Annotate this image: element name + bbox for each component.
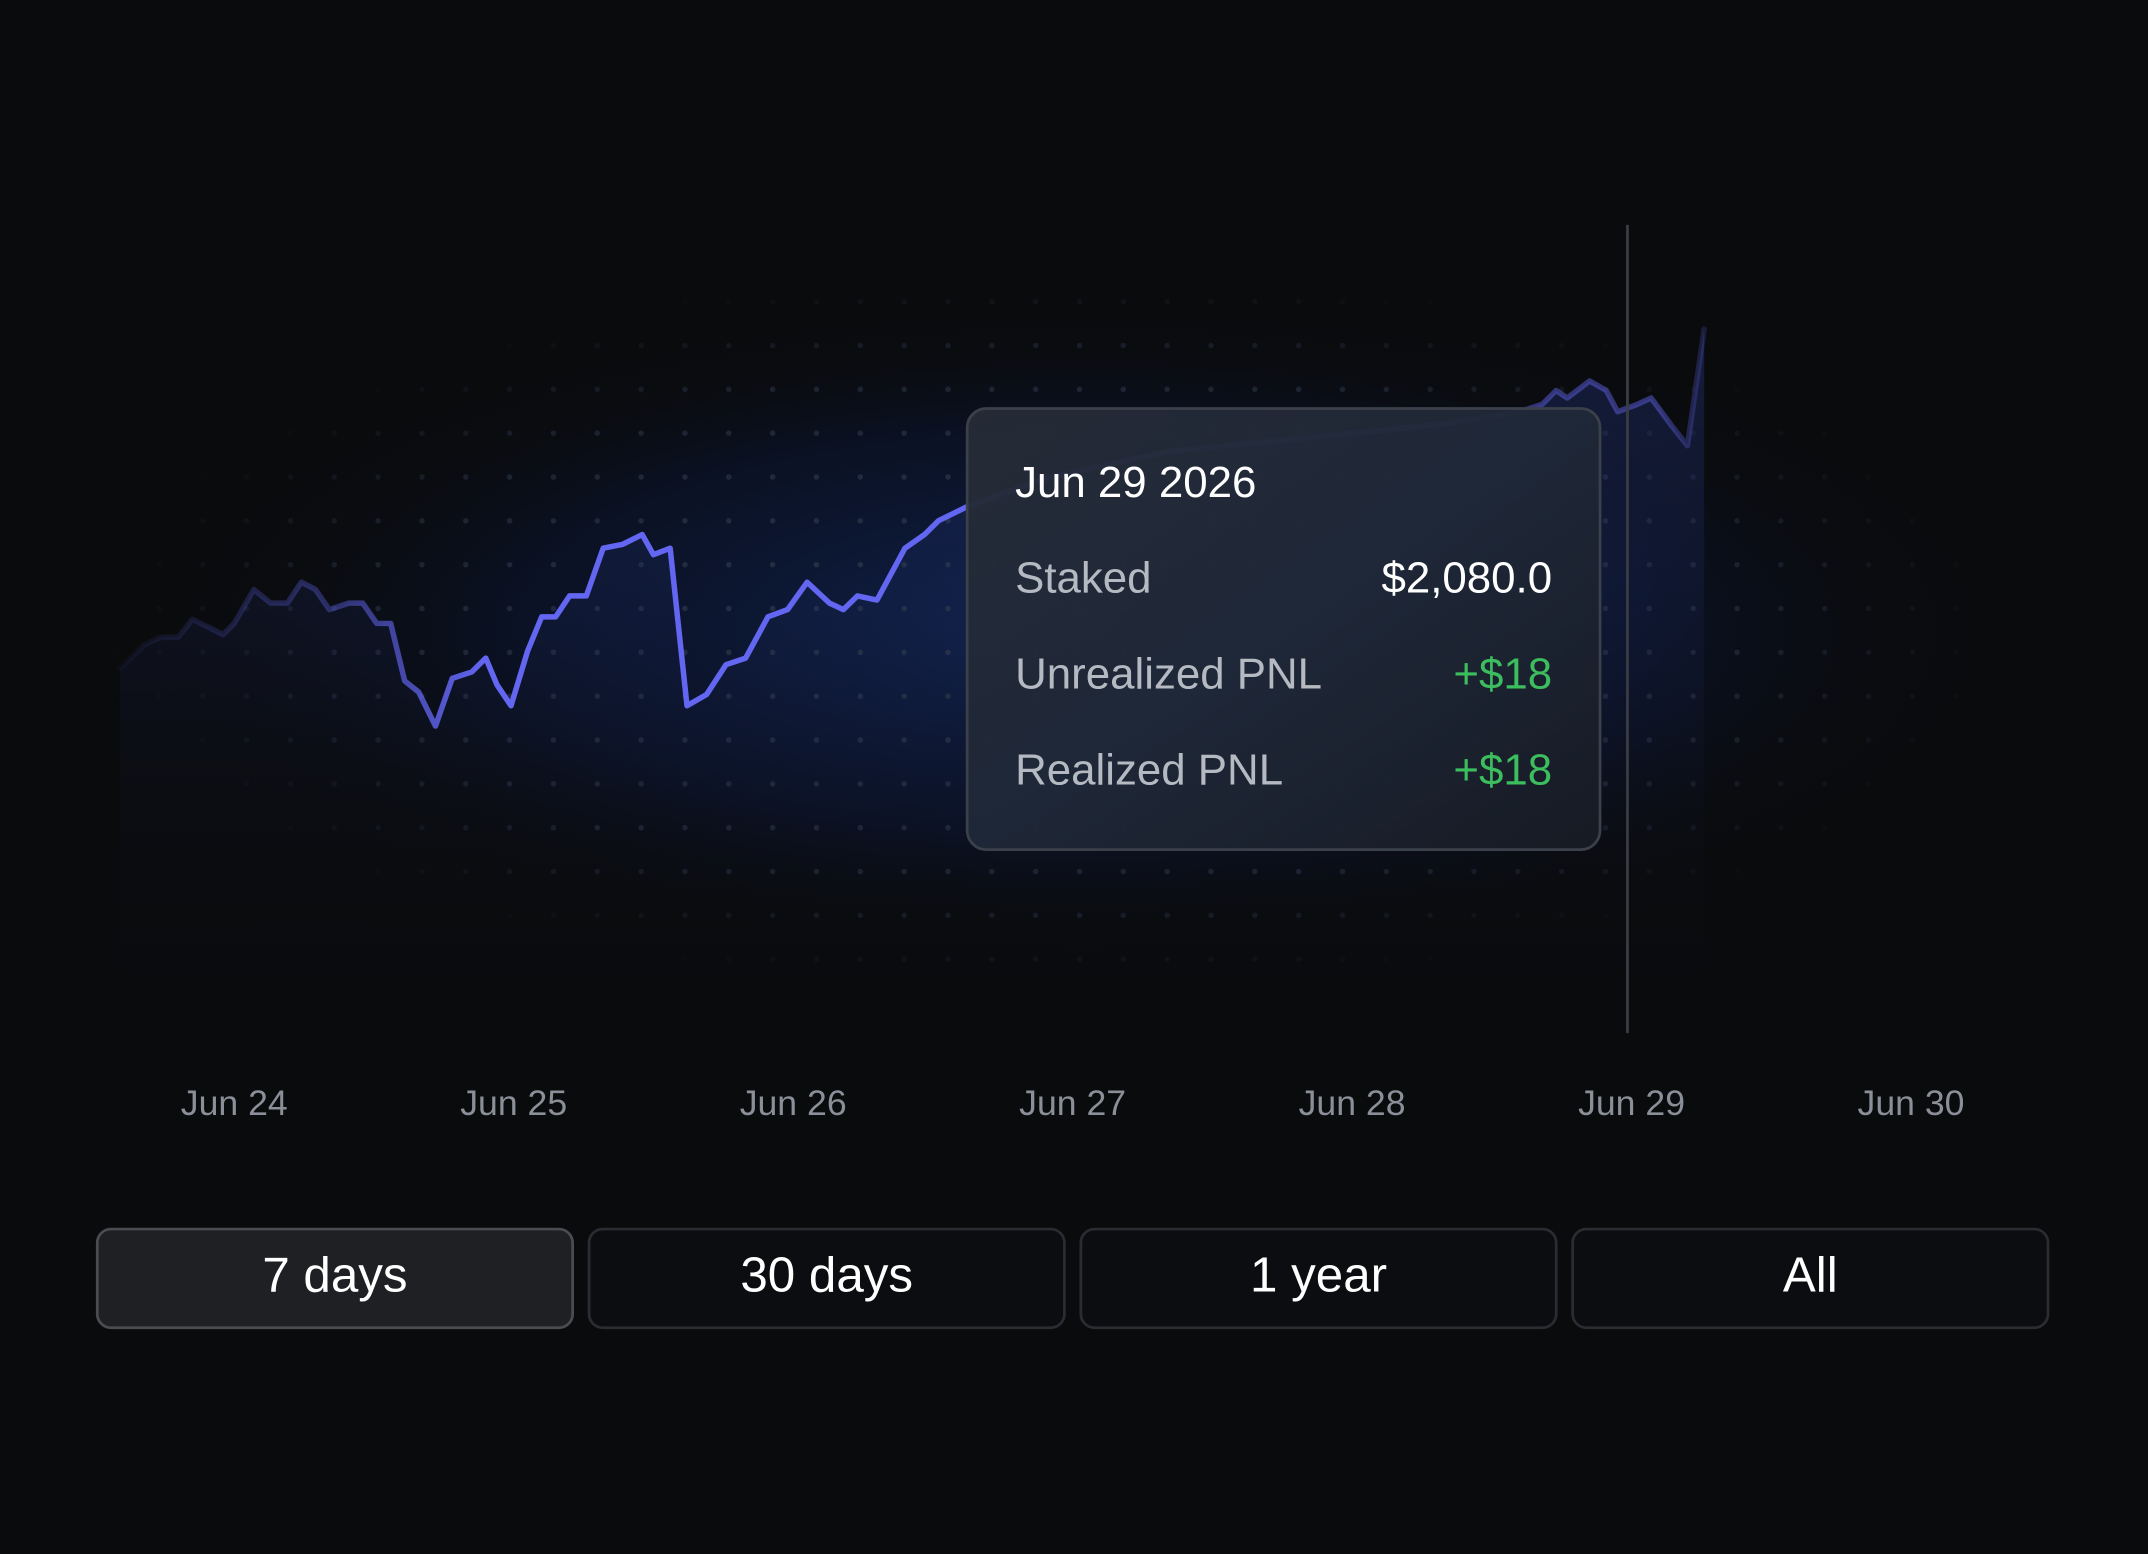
x-tick-label: Jun 28 <box>1299 1083 1406 1123</box>
button-label[interactable]: All <box>1783 1247 1838 1302</box>
button-bg[interactable] <box>1079 1227 1558 1330</box>
x-tick-label: Jun 25 <box>460 1083 567 1123</box>
x-tick-label: Jun 26 <box>740 1083 847 1123</box>
button-bg[interactable] <box>95 1227 574 1330</box>
button-bg[interactable] <box>587 1227 1066 1330</box>
button-label[interactable]: 1 year <box>1250 1247 1387 1302</box>
tooltip-label: Staked <box>1015 554 1151 603</box>
range-button[interactable]: 7 days <box>95 1227 574 1330</box>
button-label[interactable]: 7 days <box>262 1247 407 1302</box>
range-button[interactable]: 1 year <box>1079 1227 1558 1330</box>
tooltip-value: $2,080.0 <box>1381 554 1552 603</box>
x-tick-label: Jun 29 <box>1578 1083 1685 1123</box>
tooltip-value: +$18 <box>1453 745 1552 794</box>
range-button[interactable]: 30 days <box>587 1227 1066 1330</box>
tooltip-label: Realized PNL <box>1015 745 1283 794</box>
range-button[interactable]: All <box>1571 1227 2050 1330</box>
x-tick-label: Jun 30 <box>1858 1083 1965 1123</box>
x-tick-label: Jun 27 <box>1019 1083 1126 1123</box>
tooltip-value: +$18 <box>1453 650 1552 699</box>
tooltip-box <box>965 407 1602 851</box>
x-tick-label: Jun 24 <box>181 1083 288 1123</box>
button-label[interactable]: 30 days <box>740 1247 913 1302</box>
tooltip: Jun 29 2026 Staked $2,080.0 Unrealized PNL… <box>965 407 1602 851</box>
x-axis: Jun 24 Jun 25 Jun 26 Jun 27 Jun 28 Jun 29 Jun … <box>181 1083 1965 1123</box>
tooltip-title: Jun 29 2026 <box>1015 458 1256 507</box>
range-selector: 7 days 30 days 1 year All <box>95 1227 2050 1330</box>
tooltip-label: Unrealized PNL <box>1015 650 1322 699</box>
button-bg[interactable] <box>1571 1227 2050 1330</box>
